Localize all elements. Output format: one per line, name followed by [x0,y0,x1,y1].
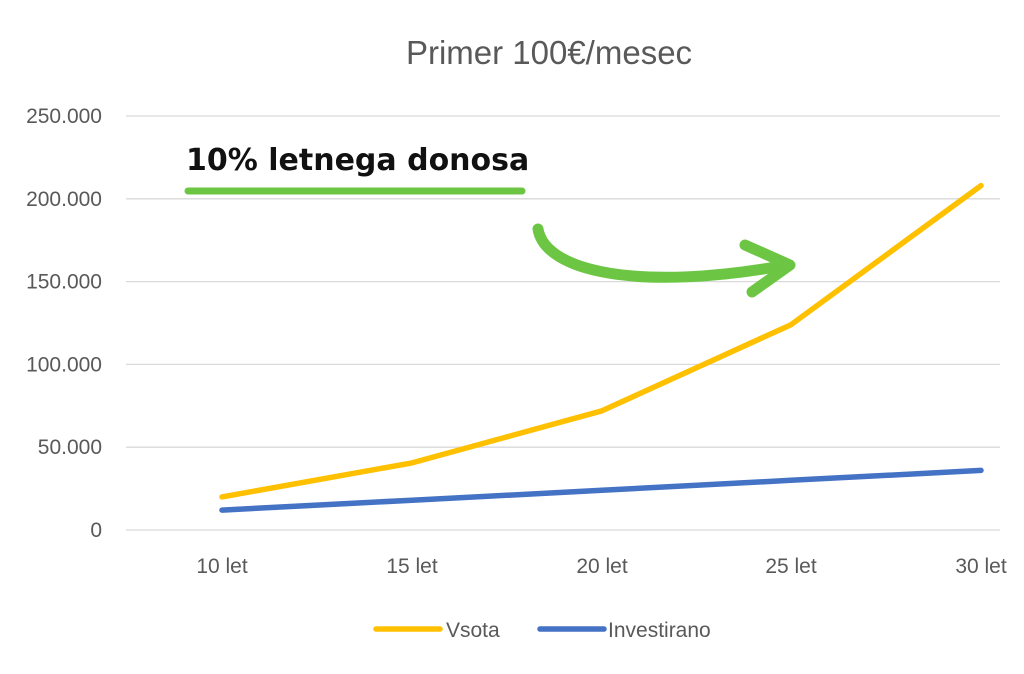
legend-label-investirano: Investirano [608,619,711,642]
x-tick-label: 10 let [196,555,248,578]
y-tick-label: 0 [90,519,102,542]
x-axis-ticks: 10 let 15 let 20 let 25 let 30 let [196,555,1007,578]
x-tick-label: 20 let [576,555,628,578]
x-tick-label: 15 let [386,555,438,578]
y-tick-label: 100.000 [26,353,102,376]
legend: Vsota Investirano [373,619,711,642]
y-tick-label: 150.000 [26,271,102,294]
annotation-arrow-icon [532,223,796,298]
y-tick-label: 50.000 [38,436,102,459]
annotation-text: 10% letnega donosa [186,143,529,178]
gridlines [126,115,1000,531]
series-lines [219,182,984,513]
series-line-investirano [219,467,984,513]
series-line-vsota [219,182,984,500]
chart-title: Primer 100€/mesec [406,34,692,71]
x-tick-label: 30 let [955,555,1007,578]
y-axis-ticks: 0 50.000 100.000 150.000 200.000 250.000 [26,105,102,542]
x-tick-label: 25 let [765,555,817,578]
y-tick-label: 250.000 [26,105,102,128]
legend-label-vsota: Vsota [446,619,500,642]
y-tick-label: 200.000 [26,188,102,211]
